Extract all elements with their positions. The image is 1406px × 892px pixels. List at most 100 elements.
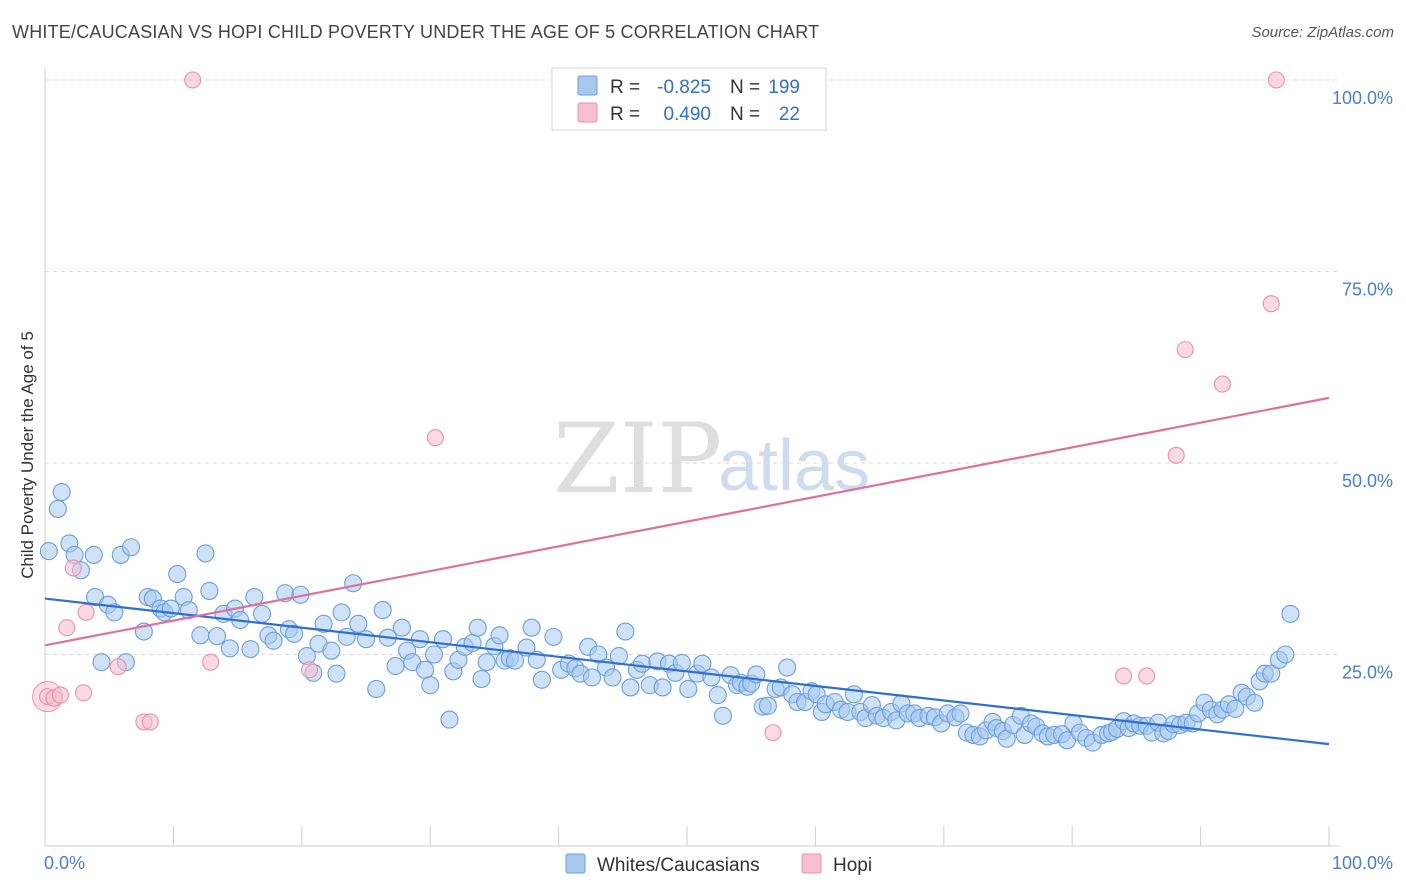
- stats-n-value-hopi: 22: [779, 104, 800, 125]
- point-hopi: [1262, 295, 1280, 313]
- point-whites: [758, 696, 777, 715]
- stats-n-label: N =: [730, 104, 760, 125]
- point-hopi: [1115, 667, 1133, 685]
- point-whites: [416, 660, 435, 679]
- y-tick-label: 50.0%: [1342, 471, 1393, 491]
- point-whites: [1281, 604, 1300, 623]
- point-hopi: [426, 429, 444, 447]
- stats-r-label: R =: [610, 77, 640, 98]
- point-whites: [344, 574, 363, 593]
- watermark-atlas: atlas: [718, 426, 870, 506]
- point-whites: [490, 626, 509, 645]
- gridlines: [45, 79, 1340, 655]
- stats-r-label: R =: [610, 104, 640, 125]
- point-hopi: [141, 713, 159, 731]
- point-whites: [778, 658, 797, 677]
- point-whites: [208, 627, 227, 646]
- point-whites: [679, 679, 698, 699]
- source-label: Source: ZipAtlas.com: [1251, 24, 1394, 41]
- point-whites: [48, 499, 67, 519]
- point-whites: [440, 710, 459, 729]
- point-whites: [633, 654, 652, 673]
- point-whites: [708, 686, 727, 705]
- stats-legend: R = -0.825 N = 199 R = 0.490 N = 22: [551, 67, 827, 131]
- point-whites: [191, 626, 210, 645]
- point-whites: [621, 678, 640, 697]
- point-whites: [1276, 645, 1295, 664]
- chart-title: WHITE/CAUCASIAN VS HOPI CHILD POVERTY UN…: [12, 22, 820, 42]
- x-tick-label-max: 100.0%: [1332, 853, 1393, 873]
- point-hopi: [184, 71, 202, 89]
- point-whites: [468, 618, 487, 637]
- point-whites: [472, 669, 491, 689]
- point-whites: [264, 631, 283, 650]
- point-whites: [349, 614, 368, 633]
- point-hopi: [74, 684, 93, 702]
- series-legend: Whites/Caucasians Hopi: [565, 853, 872, 876]
- point-hopi: [202, 653, 220, 671]
- y-axis-title: Child Poverty Under the Age of 5: [18, 331, 37, 579]
- point-hopi: [51, 686, 69, 704]
- point-whites: [285, 624, 304, 643]
- point-whites: [1226, 699, 1245, 718]
- point-whites: [332, 603, 351, 622]
- trend-line-hopi: [44, 396, 1330, 647]
- point-whites: [322, 641, 341, 660]
- point-whites: [672, 653, 691, 672]
- point-whites: [951, 704, 970, 723]
- point-hopi: [764, 724, 782, 742]
- point-whites: [582, 668, 602, 687]
- point-whites: [603, 668, 622, 687]
- point-whites: [367, 679, 386, 699]
- point-whites: [1245, 693, 1264, 712]
- y-tick-label: 75.0%: [1342, 280, 1393, 300]
- point-whites: [544, 627, 563, 646]
- point-hopi: [1176, 341, 1194, 359]
- stats-n-label: N =: [730, 77, 760, 98]
- point-whites: [1262, 664, 1281, 683]
- point-whites: [373, 601, 392, 620]
- stats-n-value-whites: 199: [768, 77, 800, 98]
- point-whites: [392, 618, 412, 637]
- series-hopi-points: [32, 71, 1285, 742]
- legend-label-hopi: Hopi: [833, 855, 872, 876]
- point-whites: [84, 545, 103, 564]
- point-whites: [522, 618, 541, 637]
- series-whites-points: [39, 483, 1300, 752]
- point-whites: [421, 676, 440, 695]
- watermark: ZIP atlas: [553, 403, 870, 515]
- point-whites: [616, 622, 635, 641]
- point-whites: [386, 656, 405, 676]
- point-hopi: [64, 559, 82, 577]
- point-whites: [121, 538, 141, 557]
- legend-swatch-hopi: [801, 853, 822, 874]
- point-whites: [200, 581, 219, 600]
- x-tick-label-min: 0.0%: [44, 853, 85, 873]
- point-whites: [92, 653, 111, 672]
- stats-swatch-whites: [577, 75, 598, 96]
- point-hopi: [1138, 667, 1156, 685]
- watermark-zip: ZIP: [553, 403, 722, 515]
- point-whites: [105, 603, 124, 622]
- stats-r-value-whites: -0.825: [657, 77, 711, 98]
- point-whites: [702, 668, 721, 687]
- point-whites: [314, 614, 333, 633]
- trend-lines: [44, 396, 1330, 746]
- point-whites: [532, 670, 551, 689]
- point-hopi: [300, 661, 319, 679]
- point-hopi: [58, 619, 76, 637]
- point-whites: [653, 678, 672, 697]
- legend-label-whites: Whites/Caucasians: [597, 855, 760, 876]
- x-axis-ticks: [44, 826, 1330, 846]
- point-whites: [713, 706, 733, 725]
- point-whites: [196, 544, 215, 563]
- point-whites: [425, 645, 444, 664]
- point-whites: [252, 604, 272, 623]
- point-hopi: [1167, 446, 1185, 464]
- point-hopi: [1267, 71, 1285, 89]
- stats-r-value-hopi: 0.490: [663, 104, 711, 125]
- legend-swatch-whites: [565, 853, 586, 874]
- stats-swatch-hopi: [577, 102, 598, 123]
- y-tick-labels: 25.0% 50.0% 75.0% 100.0%: [1332, 88, 1393, 683]
